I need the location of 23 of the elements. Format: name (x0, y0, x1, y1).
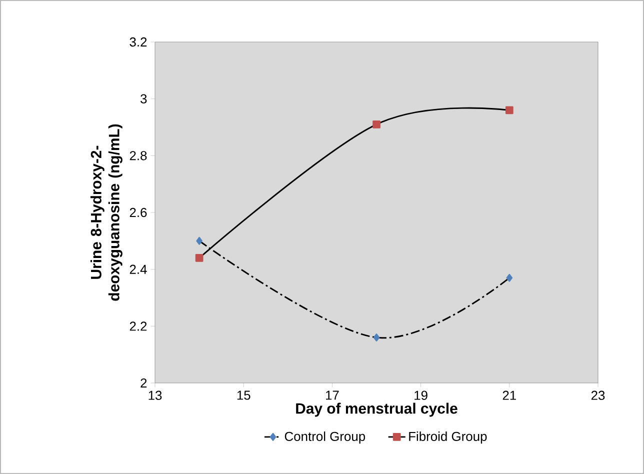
x-tick-label: 19 (414, 390, 428, 400)
y-tick-label: 3.2 (130, 37, 147, 47)
y-tick-label: 2 (140, 378, 147, 388)
legend-label: Fibroid Group (409, 431, 487, 444)
y-axis-title: Urine 8-Hydroxy-2-deoxyguanosine (ng/mL) (90, 124, 122, 301)
legend-label: Control Group (284, 431, 366, 444)
y-tick-label: 2.6 (130, 208, 147, 218)
x-axis-title: Day of menstrual cycle (296, 402, 458, 417)
point (505, 106, 514, 114)
point (506, 274, 513, 282)
x-tick-label: 17 (326, 390, 339, 400)
point (195, 254, 204, 262)
x-tick-label: 21 (502, 390, 516, 400)
x-tick-label: 13 (148, 390, 162, 400)
y-tick-label: 2.2 (130, 322, 147, 331)
x-tick-label: 15 (237, 390, 250, 400)
x-tick-label: 23 (591, 390, 605, 400)
point (373, 334, 380, 342)
point (372, 120, 380, 128)
y-tick-label: 2.8 (130, 151, 147, 160)
y-tick-label: 2.4 (130, 264, 147, 274)
y-tick-label: 3 (140, 94, 147, 104)
point (196, 236, 202, 245)
